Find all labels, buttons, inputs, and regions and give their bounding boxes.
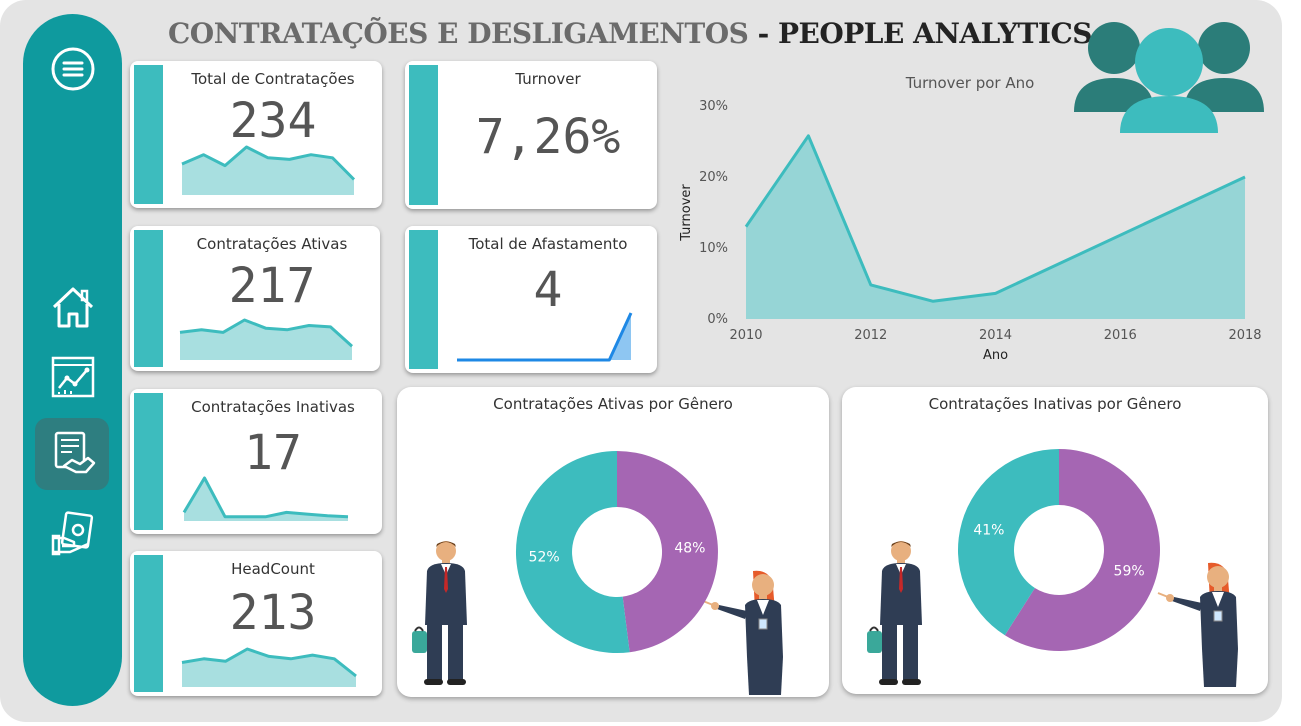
donut-slice: [515, 451, 630, 653]
turnover-chart: Turnover por Ano 0% 10% 20% 30% 2010 2012 2014…: [679, 74, 1262, 363]
chart-title: Contratações Inativas por Gênero: [928, 395, 1182, 413]
x-tick-label: 2012: [854, 328, 887, 343]
donut-chart-inativas: 59% 41%: [957, 449, 1160, 651]
kpi-label: Total de Contratações: [191, 70, 355, 88]
x-tick-label: 2016: [1104, 328, 1137, 343]
kpi-accent-strip: [409, 65, 438, 205]
sparkline-area: [457, 313, 631, 360]
kpi-accent-strip: [134, 230, 163, 367]
kpi-value: 213: [229, 585, 317, 641]
kpi-accent-strip: [134, 393, 163, 530]
sparkline-area: [182, 147, 354, 195]
businessman-figure: [867, 541, 922, 685]
kpi-total-afastamento: Total de Afastamento 4: [405, 226, 657, 373]
x-axis-label: Ano: [983, 348, 1008, 363]
menu-icon: [51, 47, 95, 91]
nav-active-highlight: [35, 418, 109, 490]
panel-ativas-genero: Contratações Ativas por Gênero: [397, 387, 829, 697]
kpi-headcount: HeadCount 213: [130, 551, 382, 696]
kpi-value: 234: [229, 93, 317, 149]
donut-slice-label: 59%: [1114, 563, 1145, 579]
donut-slice-label: 41%: [973, 523, 1004, 539]
sparkline-area: [182, 649, 356, 687]
chart-title: Contratações Ativas por Gênero: [493, 395, 733, 413]
nav-payroll[interactable]: [48, 508, 98, 558]
donut-chart-ativas: 48% 52%: [515, 451, 718, 653]
donut-slice: [1004, 449, 1160, 651]
handshake-document-icon: [54, 431, 96, 474]
y-tick-label: 30%: [699, 99, 728, 114]
page-title: CONTRATAÇÕES E DESLIGAMENTOS - PEOPLE AN…: [168, 17, 1092, 50]
kpi-turnover: Turnover 7,26%: [405, 61, 657, 209]
turnover-line: [744, 134, 1246, 303]
businesswoman-figure: [702, 570, 783, 695]
kpi-label: Contratações Ativas: [196, 235, 348, 253]
kpi-total-contratacoes: Total de Contratações 234: [130, 61, 382, 208]
kpi-label: Turnover: [515, 70, 581, 88]
donut-slice-label: 48%: [674, 540, 705, 556]
kpi-label: Contratações Inativas: [191, 398, 355, 416]
kpi-value: 4: [533, 262, 563, 318]
x-tick-label: 2010: [729, 328, 762, 343]
kpi-sparkline: [181, 647, 357, 687]
donut-slice: [617, 451, 718, 653]
sparkline-area: [180, 320, 352, 360]
donut-slice: [957, 449, 1059, 636]
businesswoman-figure: [1157, 562, 1238, 687]
kpi-accent-strip: [409, 230, 438, 369]
kpi-value: 17: [244, 425, 302, 481]
kpi-sparkline: [181, 145, 356, 195]
kpi-accent-strip: [134, 555, 163, 692]
home-icon: [52, 287, 94, 328]
dashboard-canvas: CONTRATAÇÕES E DESLIGAMENTOS - PEOPLE AN…: [0, 0, 1282, 722]
sparkline-line: [182, 476, 349, 519]
x-tick-label: 2014: [979, 328, 1012, 343]
kpi-contratacoes-inativas: Contratações Inativas 17: [130, 389, 382, 534]
sparkline-line: [181, 145, 356, 181]
kpi-value: 7,26%: [475, 109, 621, 165]
side-nav: [23, 14, 122, 706]
people-group-icon: [1074, 22, 1264, 133]
menu-button[interactable]: [48, 44, 98, 94]
nav-contratacoes[interactable]: [48, 428, 98, 478]
y-tick-label: 0%: [707, 312, 728, 327]
kpi-accent-strip: [134, 65, 163, 204]
kpi-value: 217: [228, 258, 316, 314]
sparkline-line: [179, 318, 354, 348]
turnover-area: [746, 135, 1245, 319]
kpi-label: Total de Afastamento: [468, 235, 628, 253]
donut-slice-label: 52%: [529, 550, 560, 566]
kpi-sparkline: [182, 476, 349, 521]
chart-title: Turnover por Ano: [905, 74, 1035, 92]
businessman-figure: [412, 541, 467, 685]
x-tick-label: 2018: [1228, 328, 1261, 343]
kpi-sparkline: [457, 312, 633, 362]
sparkline-line: [181, 647, 357, 678]
sparkline-line: [457, 312, 633, 362]
analytics-icon: [51, 356, 95, 398]
nav-analytics[interactable]: [48, 352, 98, 402]
y-tick-label: 20%: [699, 170, 728, 185]
kpi-contratacoes-ativas: Contratações Ativas 217: [130, 226, 380, 371]
kpi-sparkline: [179, 318, 354, 360]
panel-inativas-genero: Contratações Inativas por Gênero: [842, 387, 1268, 694]
kpi-label: HeadCount: [231, 560, 315, 578]
y-tick-label: 10%: [699, 241, 728, 256]
y-axis-label: Turnover: [679, 184, 694, 242]
money-hand-icon: [51, 511, 94, 556]
nav-home[interactable]: [48, 282, 98, 332]
